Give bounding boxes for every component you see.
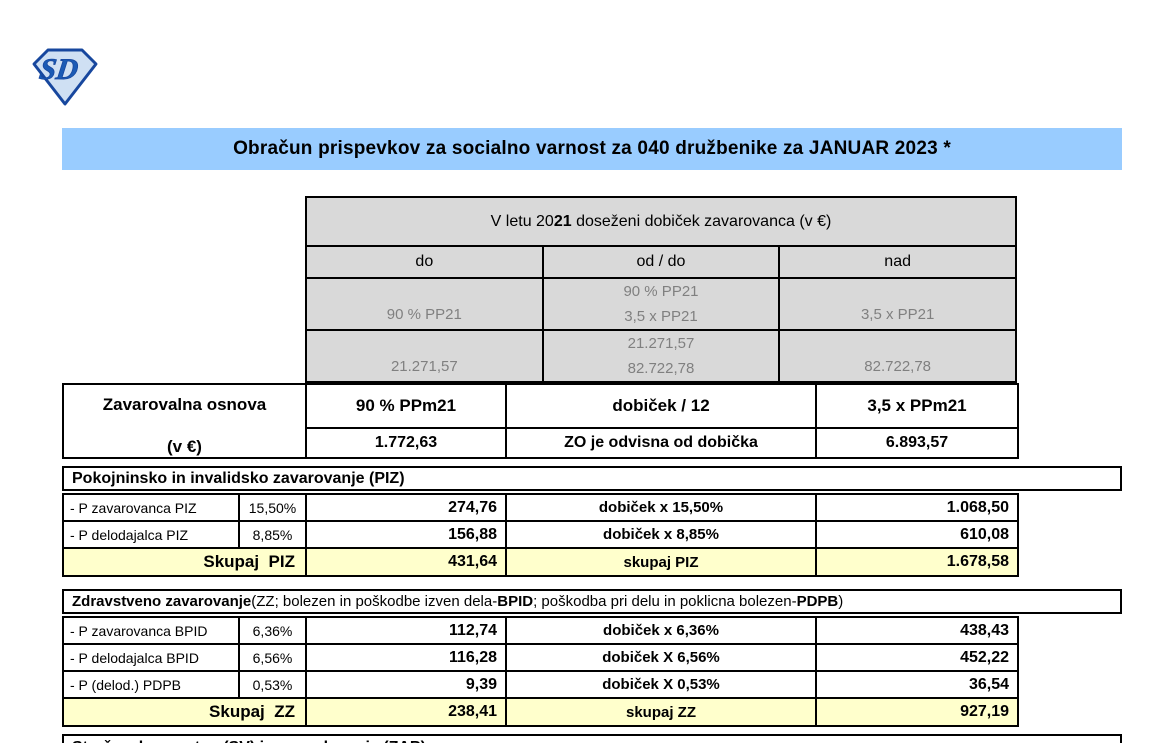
logo-letters: SD [37, 52, 80, 86]
zz-total-label: Skupaj ZZ [62, 697, 307, 727]
next-section-header: Starševsko varstvo (SV) in zaposlovanje … [62, 734, 1122, 743]
zz-row1-pct: 6,36% [238, 616, 307, 645]
piz-total-label: Skupaj PIZ [62, 547, 307, 577]
profit-header-prefix: V letu 20 [490, 212, 554, 230]
piz-row1-label: - P zavarovanca PIZ [62, 493, 240, 522]
range-value-nad: 82.722,78 [778, 329, 1017, 383]
piz-row1-formula: dobiček x 15,50% [505, 493, 817, 522]
zz-row3-formula: dobiček X 0,53% [505, 670, 817, 699]
col-header-nad: nad [778, 245, 1017, 279]
profit-ranges-table: V letu 2021 doseženi dobiček zavarovanca… [305, 196, 1017, 383]
range-value-oddo-line1: 21.271,57 [627, 335, 695, 352]
range-value-do: 21.271,57 [305, 329, 544, 383]
zz-title-bold2: BPID [497, 593, 534, 610]
col-header-do: do [305, 245, 544, 279]
table-row: - P delodajalca PIZ 8,85% 156,88 dobiček… [62, 520, 1019, 549]
zz-row3-val1: 9,39 [305, 670, 507, 699]
range-value-oddo: 21.271,57 82.722,78 [541, 329, 781, 383]
piz-row2-pct: 8,85% [238, 520, 307, 549]
piz-row2-val1: 156,88 [305, 520, 507, 549]
piz-row1-val2: 1.068,50 [815, 493, 1019, 522]
zz-title-bold3: PDPB [796, 593, 839, 610]
piz-row2-val2: 610,08 [815, 520, 1019, 549]
zz-row2-val2: 452,22 [815, 643, 1019, 672]
piz-row2-formula: dobiček x 8,85% [505, 520, 817, 549]
piz-total-formula: skupaj PIZ [505, 547, 817, 577]
table-row: - P delodajalca BPID 6,56% 116,28 dobiče… [62, 643, 1019, 672]
zz-table: - P zavarovanca BPID 6,36% 112,74 dobiče… [62, 616, 1019, 727]
range-formula-oddo: 90 % PP21 3,5 x PP21 [541, 277, 781, 331]
piz-row1-val1: 274,76 [305, 493, 507, 522]
base-formula-do: 90 % PPm21 [305, 383, 507, 429]
table-row: - P zavarovanca PIZ 15,50% 274,76 dobiče… [62, 493, 1019, 522]
company-logo-icon: SD [32, 48, 98, 106]
range-formula-oddo-line2: 3,5 x PP21 [624, 308, 698, 325]
zz-row3-label: - P (delod.) PDPB [62, 670, 240, 699]
piz-total-row: Skupaj PIZ 431,64 skupaj PIZ 1.678,58 [62, 547, 1019, 577]
piz-row1-pct: 15,50% [238, 493, 307, 522]
zz-row2-pct: 6,56% [238, 643, 307, 672]
next-section-title: Starševsko varstvo (SV) in zaposlovanje … [72, 739, 426, 743]
insurance-base-label-cell: Zavarovalna osnova (v €) [62, 383, 307, 459]
profit-header-suffix: doseženi dobiček zavarovanca (v €) [571, 212, 832, 230]
zz-row1-label: - P zavarovanca BPID [62, 616, 240, 645]
table-row: - P zavarovanca BPID 6,36% 112,74 dobiče… [62, 616, 1019, 645]
zz-section-header: Zdravstveno zavarovanje (ZZ; bolezen in … [62, 589, 1122, 614]
page-title-text: Obračun prispevkov za socialno varnost z… [233, 138, 951, 159]
piz-section-header: Pokojninsko in invalidsko zavarovanje (P… [62, 466, 1122, 491]
piz-total-val2: 1.678,58 [815, 547, 1019, 577]
zz-row2-label: - P delodajalca BPID [62, 643, 240, 672]
base-formula-oddo: dobiček / 12 [505, 383, 817, 429]
piz-total-val1: 431,64 [305, 547, 507, 577]
zz-total-formula: skupaj ZZ [505, 697, 817, 727]
zz-total-val2: 927,19 [815, 697, 1019, 727]
range-formula-do: 90 % PP21 [305, 277, 544, 331]
zz-row3-pct: 0,53% [238, 670, 307, 699]
base-value-do: 1.772,63 [305, 426, 507, 460]
base-value-oddo: ZO je odvisna od dobička [505, 426, 817, 460]
zz-title-t1: (ZZ; bolezen in poškodbe izven dela- [251, 593, 498, 610]
range-value-oddo-line2: 82.722,78 [627, 360, 695, 377]
piz-section-title: Pokojninsko in invalidsko zavarovanje (P… [72, 469, 405, 487]
zz-row1-val2: 438,43 [815, 616, 1019, 645]
zz-total-val1: 238,41 [305, 697, 507, 727]
piz-table: - P zavarovanca PIZ 15,50% 274,76 dobiče… [62, 493, 1019, 577]
base-formula-nad: 3,5 x PPm21 [815, 383, 1019, 429]
zz-total-row: Skupaj ZZ 238,41 skupaj ZZ 927,19 [62, 697, 1019, 727]
piz-row2-label: - P delodajalca PIZ [62, 520, 240, 549]
zz-row2-formula: dobiček X 6,56% [505, 643, 817, 672]
profit-header-year: 21 [553, 212, 572, 230]
zz-row2-val1: 116,28 [305, 643, 507, 672]
base-value-nad: 6.893,57 [815, 426, 1019, 460]
zz-title-t3: ) [838, 593, 844, 610]
insurance-base-label: Zavarovalna osnova [102, 395, 267, 414]
page-title: Obračun prispevkov za socialno varnost z… [62, 128, 1122, 170]
zz-row1-val1: 112,74 [305, 616, 507, 645]
insurance-base-unit: (v €) [167, 437, 202, 456]
range-formula-oddo-line1: 90 % PP21 [623, 283, 699, 300]
col-header-oddo: od / do [541, 245, 781, 279]
zz-row1-formula: dobiček x 6,36% [505, 616, 817, 645]
zz-title-t2: ; poškodba pri delu in poklicna bolezen- [533, 593, 797, 610]
table-row: - P (delod.) PDPB 0,53% 9,39 dobiček X 0… [62, 670, 1019, 699]
range-formula-nad: 3,5 x PP21 [778, 277, 1017, 331]
zz-title-bold1: Zdravstveno zavarovanje [72, 593, 252, 610]
insurance-base-table: Zavarovalna osnova (v €) 90 % PPm21 dobi… [62, 383, 1019, 460]
zz-row3-val2: 36,54 [815, 670, 1019, 699]
profit-table-header: V letu 2021 doseženi dobiček zavarovanca… [305, 196, 1017, 247]
